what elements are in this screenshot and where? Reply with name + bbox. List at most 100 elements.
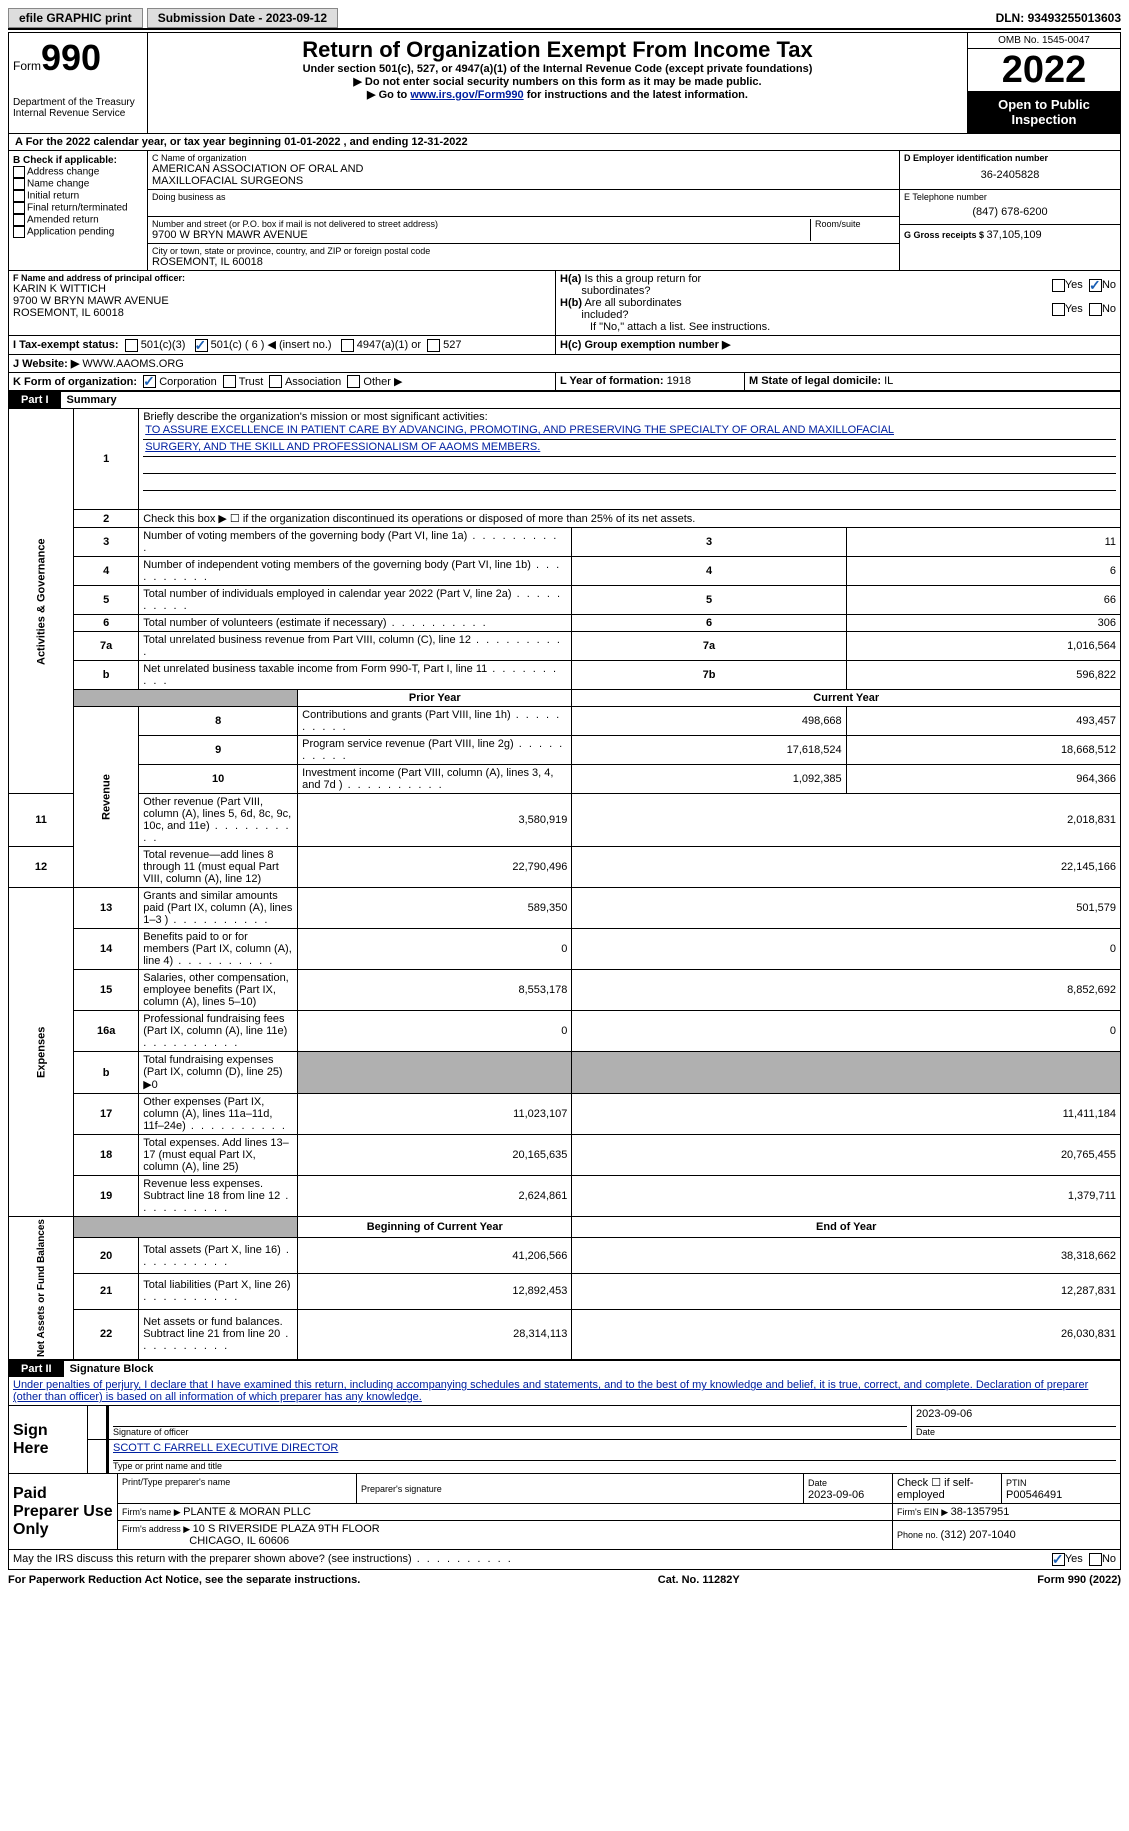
mission-label: Briefly describe the organization's miss… [143, 411, 487, 423]
cb-application-pending[interactable] [13, 226, 25, 238]
dba-value [152, 202, 895, 214]
vlabel-expenses: Expenses [9, 888, 74, 1217]
gross-value: 37,105,109 [987, 229, 1042, 241]
form-subtitle: Under section 501(c), 527, or 4947(a)(1)… [152, 63, 963, 75]
mission-text[interactable]: TO ASSURE EXCELLENCE IN PATIENT CARE BY … [145, 424, 894, 436]
website-label: J Website: ▶ [13, 358, 82, 370]
perjury-text: Under penalties of perjury, I declare th… [8, 1377, 1121, 1406]
firm-name: PLANTE & MORAN PLLC [183, 1506, 311, 1518]
cb-amended-return[interactable] [13, 214, 25, 226]
top-toolbar: efile GRAPHIC print Submission Date - 20… [8, 8, 1121, 30]
vlabel-revenue: Revenue [74, 707, 139, 888]
part2-header: Part II [9, 1361, 64, 1377]
gross-label: G Gross receipts $ [904, 230, 987, 240]
dept-treasury: Department of the Treasury [13, 97, 143, 108]
efile-print-button[interactable]: efile GRAPHIC print [8, 8, 143, 28]
officer-label: F Name and address of principal officer: [13, 273, 551, 283]
vlabel-activities: Activities & Governance [9, 409, 74, 794]
hb-note: If "No," attach a list. See instructions… [560, 321, 1116, 333]
firm-addr1: 10 S RIVERSIDE PLAZA 9TH FLOOR [193, 1523, 380, 1535]
cb-other[interactable] [347, 375, 360, 388]
discuss-row: May the IRS discuss this return with the… [8, 1550, 1121, 1570]
cb-527[interactable] [427, 339, 440, 352]
officer-sig-label: Signature of officer [113, 1427, 907, 1437]
col-b-checkboxes: B Check if applicable: Address change Na… [9, 151, 148, 270]
org-name-label: C Name of organization [152, 153, 895, 163]
form-label: Form [13, 59, 41, 73]
ein-value: 36-2405828 [904, 163, 1116, 187]
self-employed-check[interactable]: Check ☐ if self-employed [893, 1474, 1002, 1504]
discuss-yes[interactable] [1052, 1553, 1065, 1566]
hc-label: H(c) Group exemption number ▶ [560, 339, 730, 351]
street-label: Number and street (or P.O. box if mail i… [152, 219, 806, 229]
officer-printed-name[interactable]: SCOTT C FARRELL EXECUTIVE DIRECTOR [113, 1442, 338, 1454]
line-a-calendar-year: A For the 2022 calendar year, or tax yea… [8, 134, 1121, 151]
vlabel-netassets: Net Assets or Fund Balances [9, 1217, 74, 1360]
discuss-no[interactable] [1089, 1553, 1102, 1566]
city-label: City or town, state or province, country… [152, 246, 895, 256]
firm-phone: (312) 207-1040 [941, 1529, 1016, 1541]
cb-address-change[interactable] [13, 166, 25, 178]
dln: DLN: 93493255013603 [996, 11, 1121, 25]
tel-label: E Telephone number [904, 192, 1116, 202]
state-domicile: IL [884, 375, 893, 387]
tax-year: 2022 [968, 49, 1120, 91]
officer-name: KARIN K WITTICH [13, 283, 551, 295]
row-j: J Website: ▶ WWW.AAOMS.ORG [8, 355, 1121, 373]
irs-link[interactable]: www.irs.gov/Form990 [410, 89, 523, 101]
ha-label: H(a) Is this a group return for subordin… [560, 273, 1052, 297]
dba-label: Doing business as [152, 192, 895, 202]
cb-corp[interactable] [143, 375, 156, 388]
firm-addr2: CHICAGO, IL 60606 [189, 1535, 289, 1547]
cb-501c[interactable] [195, 339, 208, 352]
preparer-date: 2023-09-06 [808, 1489, 864, 1501]
cb-501c3[interactable] [125, 339, 138, 352]
ssn-warning: ▶ Do not enter social security numbers o… [152, 75, 963, 88]
hb-label: H(b) Are all subordinates included? [560, 297, 1052, 321]
hb-yes[interactable] [1052, 303, 1065, 316]
cb-assoc[interactable] [269, 375, 282, 388]
year-formation: 1918 [667, 375, 691, 387]
website-value: WWW.AAOMS.ORG [82, 358, 183, 370]
part1-title: Summary [67, 394, 117, 406]
summary-table: Activities & Governance 1 Briefly descri… [8, 408, 1121, 1360]
room-label: Room/suite [815, 219, 895, 229]
part2-title: Signature Block [70, 1363, 154, 1375]
cb-initial-return[interactable] [13, 190, 25, 202]
page-footer: For Paperwork Reduction Act Notice, see … [8, 1570, 1121, 1586]
sign-date: 2023-09-06 [916, 1408, 1116, 1427]
tax-exempt-label: I Tax-exempt status: [13, 339, 119, 351]
cb-trust[interactable] [223, 375, 236, 388]
irs-label: Internal Revenue Service [13, 108, 143, 119]
officer-addr2: ROSEMONT, IL 60018 [13, 307, 551, 319]
cb-name-change[interactable] [13, 178, 25, 190]
ha-no[interactable] [1089, 279, 1102, 292]
submission-date: Submission Date - 2023-09-12 [147, 8, 338, 28]
paid-preparer-block: Paid Preparer Use Only Print/Type prepar… [8, 1474, 1121, 1550]
firm-ein: 38-1357951 [951, 1506, 1010, 1518]
header-block-bcd: B Check if applicable: Address change Na… [8, 151, 1121, 271]
open-to-public: Open to PublicInspection [968, 91, 1120, 133]
form-number: 990 [41, 37, 101, 78]
mission-text-2[interactable]: SURGERY, AND THE SKILL AND PROFESSIONALI… [145, 441, 540, 453]
cb-final-return[interactable] [13, 202, 25, 214]
sign-here-label: Sign Here [9, 1406, 88, 1474]
ptin-value: P00546491 [1006, 1489, 1062, 1501]
ha-yes[interactable] [1052, 279, 1065, 292]
row-klm: K Form of organization: Corporation Trus… [8, 373, 1121, 392]
form-org-label: K Form of organization: [13, 376, 137, 388]
cb-4947[interactable] [341, 339, 354, 352]
form-header: Form990 Department of the Treasury Inter… [8, 32, 1121, 134]
org-name: AMERICAN ASSOCIATION OF ORAL ANDMAXILLOF… [152, 163, 895, 187]
ein-label: D Employer identification number [904, 153, 1116, 163]
street-value: 9700 W BRYN MAWR AVENUE [152, 229, 806, 241]
row-i-hc: I Tax-exempt status: 501(c)(3) 501(c) ( … [8, 336, 1121, 355]
tel-value: (847) 678-6200 [904, 202, 1116, 222]
hb-no[interactable] [1089, 303, 1102, 316]
line2-checkbox-text: Check this box ▶ ☐ if the organization d… [139, 510, 1121, 528]
row-fh: F Name and address of principal officer:… [8, 271, 1121, 336]
officer-addr1: 9700 W BRYN MAWR AVENUE [13, 295, 551, 307]
part1-header: Part I [9, 392, 61, 408]
goto-link-row: ▶ Go to www.irs.gov/Form990 for instruct… [152, 88, 963, 101]
city-value: ROSEMONT, IL 60018 [152, 256, 895, 268]
